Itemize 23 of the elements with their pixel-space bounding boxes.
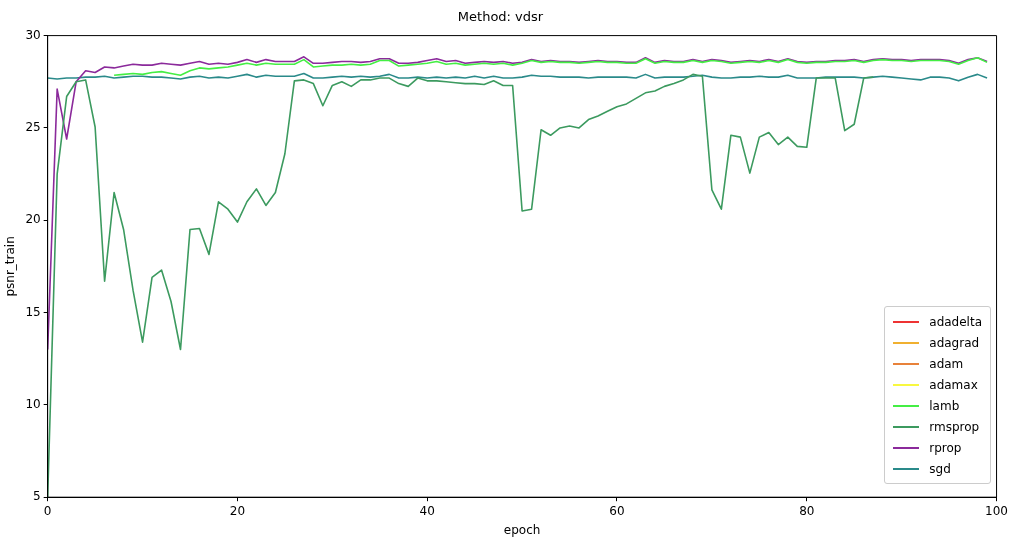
y-tick-label: 20 [25,212,41,227]
x-tick-label: 40 [419,503,435,518]
legend-label: rprop [929,440,962,455]
x-tick-label: 80 [799,503,815,518]
x-tick-label: 100 [985,503,1008,518]
x-axis-title: epoch [503,522,541,537]
legend-label: rmsprop [929,419,980,434]
y-tick-label: 25 [25,120,41,135]
legend-label: lamb [929,398,960,413]
legend-label: adagrad [929,335,980,350]
y-tick-label: 5 [33,489,41,504]
x-tick-label: 20 [229,503,246,518]
y-tick-label: 10 [25,397,41,412]
legend-label: adamax [929,377,978,392]
y-axis-title: psnr_train [3,236,18,297]
x-tick-label: 0 [43,503,52,518]
chart-title: Method: vdsr [457,9,544,25]
legend-label: sgd [929,461,951,476]
x-tick-label: 60 [609,503,625,518]
y-tick-label: 30 [25,27,41,42]
y-tick-label: 15 [25,304,41,319]
legend-label: adam [929,356,964,371]
legend-label: adadelta [929,314,982,329]
